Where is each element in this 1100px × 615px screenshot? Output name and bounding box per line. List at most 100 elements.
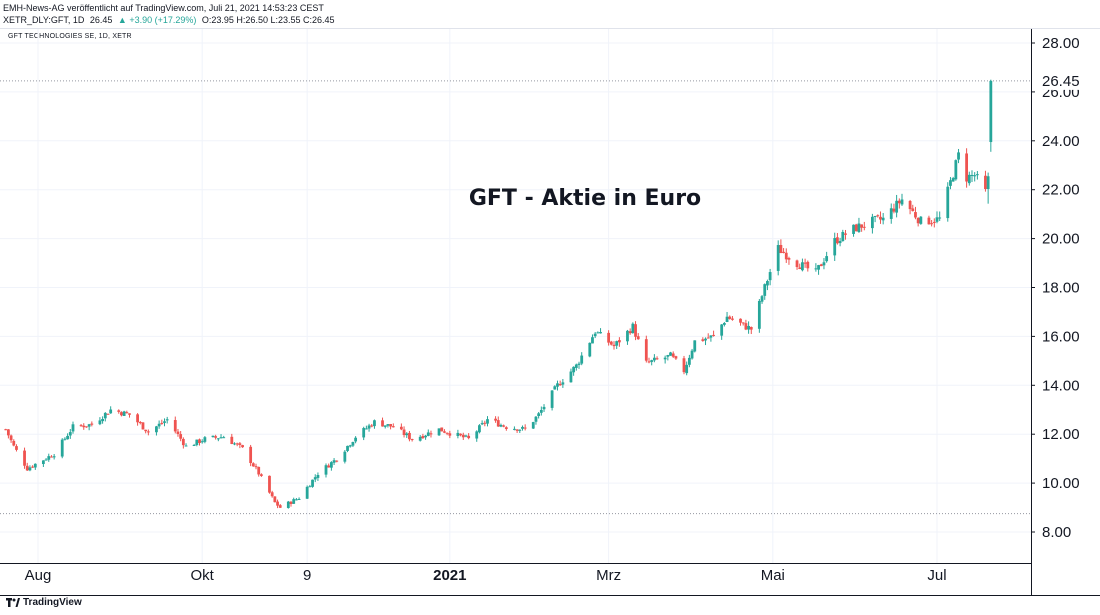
candle-body	[82, 425, 86, 428]
candle-body	[558, 383, 562, 386]
candle-body	[214, 436, 218, 438]
candle-body	[747, 325, 750, 330]
candle-body	[270, 492, 274, 497]
candle-body	[200, 441, 204, 443]
candle-body	[927, 217, 931, 225]
candle-body	[90, 423, 94, 425]
candle-body	[66, 435, 70, 440]
candle-body	[437, 428, 441, 436]
candle-body	[779, 244, 783, 254]
candle-body	[895, 200, 899, 213]
candle-body	[483, 422, 487, 424]
candle-body	[825, 256, 829, 262]
candle-body	[136, 414, 139, 423]
candle-body	[881, 217, 885, 221]
candle-body	[871, 216, 874, 229]
candle-body	[219, 437, 223, 439]
candle-body	[44, 459, 48, 461]
candle-body	[106, 413, 110, 415]
candle-body	[647, 361, 651, 363]
candle-body	[389, 424, 393, 427]
y-tick-label: 18.00	[1042, 280, 1080, 297]
candle-body	[343, 451, 347, 462]
candle-body	[537, 413, 541, 417]
candle-body	[763, 284, 767, 296]
candle-body	[141, 422, 145, 430]
x-tick-label: Aug	[25, 567, 52, 584]
y-tick-label: 24.00	[1042, 133, 1080, 150]
candle-body	[561, 382, 565, 385]
candle-body	[504, 427, 508, 429]
candle-body	[160, 422, 164, 424]
candle-body	[125, 412, 129, 414]
candle-body	[399, 426, 403, 430]
candle-body	[238, 443, 242, 445]
candle-body	[163, 421, 166, 423]
candle-body	[117, 410, 121, 412]
x-tick-label: Jul	[927, 567, 946, 584]
candle-body	[120, 412, 123, 416]
ohlc-row: XETR_DLY:GFT, 1D 26.45 ▲ +3.90 (+17.29%)…	[3, 14, 338, 26]
candle-body	[749, 326, 753, 330]
candle-body	[897, 200, 901, 204]
candle-body	[515, 429, 519, 431]
candle-body	[464, 435, 468, 437]
candle-body	[693, 340, 697, 352]
candle-body	[731, 318, 734, 320]
candle-body	[354, 437, 358, 442]
candle-body	[294, 499, 298, 501]
candle-body	[496, 420, 500, 427]
candle-body	[445, 432, 449, 434]
ticker-label: XETR_DLY:GFT, 1D	[3, 15, 85, 25]
candle-body	[766, 281, 769, 286]
x-tick-label: 9	[303, 567, 311, 584]
candle-body	[644, 339, 648, 361]
candle-body	[289, 501, 293, 504]
candle-body	[513, 428, 516, 430]
candle-body	[63, 438, 67, 440]
candle-body	[919, 216, 923, 224]
candle-body	[741, 322, 745, 324]
candle-body	[873, 215, 877, 217]
candle-body	[383, 425, 387, 427]
candle-body	[916, 218, 920, 224]
candle-body	[276, 501, 279, 506]
candle-body	[235, 443, 239, 445]
candle-body	[351, 442, 355, 446]
candle-body	[879, 216, 882, 220]
candle-body	[181, 438, 185, 446]
candle-body	[364, 428, 368, 430]
candle-body	[373, 420, 376, 427]
candle-body	[609, 341, 613, 345]
candle-body	[52, 456, 56, 458]
candle-body	[297, 498, 301, 500]
candle-body	[4, 429, 8, 431]
candle-body	[286, 501, 290, 508]
candle-body	[475, 431, 479, 439]
candle-body	[836, 237, 839, 244]
candle-body	[930, 223, 934, 225]
candle-body	[176, 431, 180, 435]
candle-body	[381, 420, 384, 427]
candle-body	[946, 186, 950, 219]
candle-body	[970, 174, 974, 176]
tradingview-logo-icon	[6, 598, 20, 607]
candle-body	[155, 426, 158, 433]
candle-body	[370, 425, 374, 427]
candle-body	[426, 432, 430, 436]
candle-body	[722, 323, 726, 325]
candle-body	[935, 217, 939, 222]
candle-body	[833, 238, 837, 256]
candle-body	[198, 439, 201, 443]
candle-body	[986, 176, 990, 190]
last-price-marker-label: 26.45	[1042, 73, 1080, 90]
candle-body	[103, 412, 107, 419]
candle-body	[784, 252, 788, 260]
candle-body	[87, 424, 91, 427]
candle-body	[71, 424, 75, 432]
footer-brand: TradingView	[6, 597, 82, 608]
candle-body	[391, 426, 395, 428]
y-tick-label: 16.00	[1042, 328, 1080, 345]
candle-body	[254, 466, 258, 468]
